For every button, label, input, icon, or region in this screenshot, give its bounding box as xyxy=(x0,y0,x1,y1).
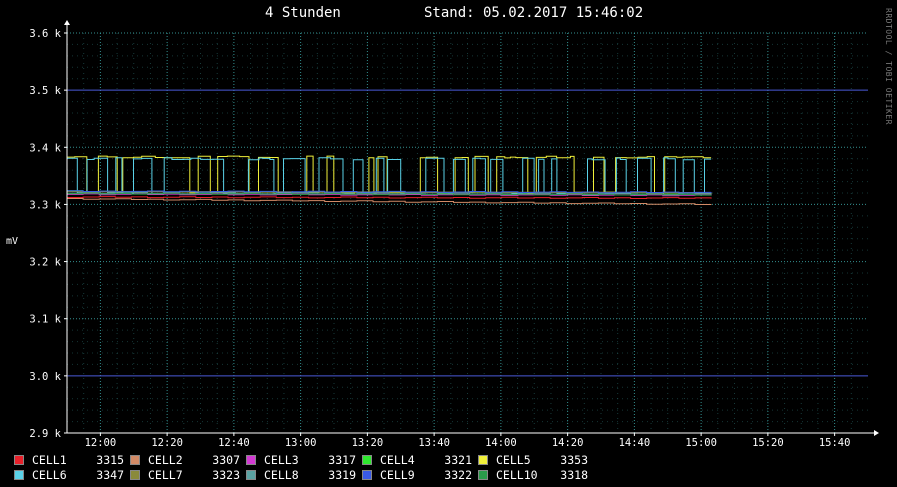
legend-name: CELL8 xyxy=(264,467,299,482)
x-tick-label: 14:20 xyxy=(552,437,584,449)
legend-name: CELL7 xyxy=(148,467,183,482)
x-tick-label: 12:40 xyxy=(218,437,250,449)
legend-row-1: CELL1 3315 CELL2 3307 CELL3 3317 CELL4 3321 … xyxy=(14,452,594,467)
legend-cell4: CELL4 3321 xyxy=(362,453,478,467)
legend-cell5: CELL5 3353 xyxy=(478,453,594,467)
legend-value: 3321 xyxy=(444,452,472,467)
legend-name: CELL3 xyxy=(264,452,299,467)
legend-value: 3319 xyxy=(328,467,356,482)
legend-swatch xyxy=(14,454,24,465)
y-tick-label: 3.1 k xyxy=(29,314,61,326)
series-line-cell1 xyxy=(67,196,712,199)
legend-value: 3315 xyxy=(96,452,124,467)
legend-row-2: CELL6 3347 CELL7 3323 CELL8 3319 CELL9 3322 … xyxy=(14,467,594,482)
legend-cell3: CELL3 3317 xyxy=(246,453,362,467)
period-title: 4 Stunden xyxy=(265,5,341,21)
y-tick-label: 3.5 k xyxy=(29,85,61,97)
legend-swatch xyxy=(362,454,372,465)
x-tick-label: 13:20 xyxy=(352,437,384,449)
legend-cell7: CELL7 3323 xyxy=(130,468,246,482)
x-tick-label: 15:40 xyxy=(819,437,851,449)
legend-value: 3317 xyxy=(328,452,356,467)
y-axis-arrow xyxy=(64,20,70,25)
y-tick-label: 3.3 k xyxy=(29,199,61,211)
legend-swatch xyxy=(130,454,140,465)
legend-name: CELL1 xyxy=(32,452,67,467)
y-tick-label: 3.4 k xyxy=(29,142,61,154)
legend-cell10: CELL10 3318 xyxy=(478,468,594,482)
x-tick-label: 14:00 xyxy=(485,437,517,449)
legend-name: CELL2 xyxy=(148,452,183,467)
legend-cell2: CELL2 3307 xyxy=(130,453,246,467)
legend-value: 3322 xyxy=(444,467,472,482)
legend-swatch xyxy=(246,454,256,465)
x-tick-label: 15:20 xyxy=(752,437,784,449)
x-tick-label: 14:40 xyxy=(619,437,651,449)
legend-swatch xyxy=(246,469,256,480)
x-tick-label: 12:20 xyxy=(151,437,183,449)
y-tick-label: 2.9 k xyxy=(29,428,61,440)
legend-swatch xyxy=(478,469,488,480)
legend-cell6: CELL6 3347 xyxy=(14,468,130,482)
y-axis-label: mV xyxy=(6,236,19,247)
x-axis-arrow xyxy=(874,430,879,436)
x-tick-label: 12:00 xyxy=(85,437,117,449)
legend-swatch xyxy=(130,469,140,480)
legend-swatch xyxy=(478,454,488,465)
series-line-cell5 xyxy=(66,155,712,194)
legend-cell8: CELL8 3319 xyxy=(246,468,362,482)
x-tick-label: 15:00 xyxy=(685,437,717,449)
x-tick-label: 13:40 xyxy=(418,437,450,449)
legend: CELL1 3315 CELL2 3307 CELL3 3317 CELL4 3321 … xyxy=(14,452,594,482)
legend-swatch xyxy=(362,469,372,480)
legend-cell1: CELL1 3315 xyxy=(14,453,130,467)
legend-cell9: CELL9 3322 xyxy=(362,468,478,482)
legend-name: CELL5 xyxy=(496,452,531,467)
legend-name: CELL6 xyxy=(32,467,67,482)
y-tick-label: 3.0 k xyxy=(29,371,61,383)
legend-name: CELL9 xyxy=(380,467,415,482)
rrdtool-watermark: RRDTOOL / TOBI OETIKER xyxy=(884,8,893,125)
legend-swatch xyxy=(14,469,24,480)
legend-name: CELL4 xyxy=(380,452,415,467)
legend-value: 3323 xyxy=(212,467,240,482)
legend-value: 3318 xyxy=(560,467,588,482)
series-line-cell2 xyxy=(67,198,712,205)
series-line-cell9 xyxy=(67,190,712,194)
legend-name: CELL10 xyxy=(496,467,538,482)
x-tick-label: 13:00 xyxy=(285,437,317,449)
y-tick-label: 3.6 k xyxy=(29,28,61,40)
legend-value: 3307 xyxy=(212,452,240,467)
series-line-cell10 xyxy=(67,192,712,196)
series-line-cell6 xyxy=(66,157,712,194)
legend-value: 3347 xyxy=(96,467,124,482)
legend-value: 3353 xyxy=(560,452,588,467)
y-tick-label: 3.2 k xyxy=(29,257,61,269)
timestamp-label: Stand: 05.02.2017 15:46:02 xyxy=(424,5,644,21)
